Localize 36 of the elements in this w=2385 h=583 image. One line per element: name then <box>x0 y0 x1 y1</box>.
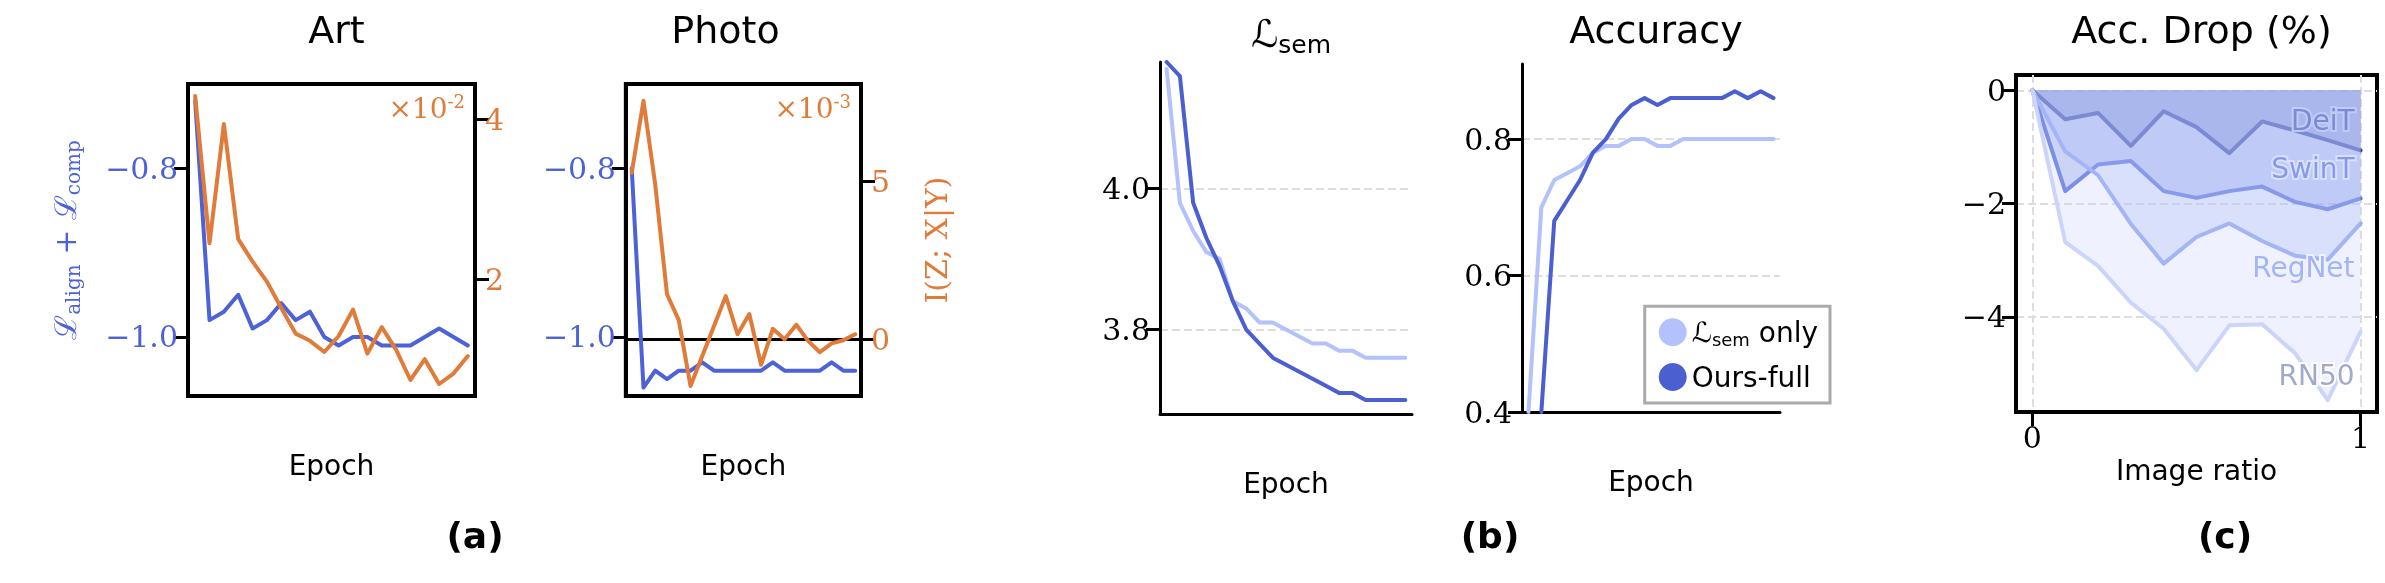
y-tick-label: 0 <box>1986 72 2006 108</box>
y-tick-label: −0.8 <box>542 150 616 186</box>
text: (a) <box>446 514 504 556</box>
y-tick-label: 0.4 <box>1464 394 1512 430</box>
y2-tick-label: 0 <box>871 321 891 357</box>
y-axis-title: ℒalign + ℒcomp <box>47 140 85 340</box>
x-axis-title: Epoch <box>1243 466 1329 500</box>
series-label: RN50 <box>2278 359 2355 393</box>
x-axis-title: Epoch <box>700 448 787 482</box>
line-series <box>629 166 858 390</box>
text: (b) <box>1460 514 1520 556</box>
chart-title: Acc. Drop (%) <box>2071 8 2332 52</box>
x-axis-title: Image ratio <box>2115 454 2278 488</box>
y-tick-label: 0.6 <box>1464 258 1512 294</box>
legend-label: Ours-full <box>1691 360 1811 394</box>
y-tick-label: −1.0 <box>105 319 178 355</box>
x-axis-title: Epoch <box>1608 464 1694 498</box>
y2-tick-label: 4 <box>485 101 505 137</box>
y2-tick-label: 2 <box>485 261 505 297</box>
y2-tick-label: 5 <box>871 164 891 200</box>
series-label: SwinT <box>2271 151 2356 185</box>
chart-title: Photo <box>671 8 780 52</box>
y2-axis-title: I(Z; X|Y) <box>918 176 954 304</box>
series-label: RegNet <box>2252 250 2355 284</box>
y-tick-label: 3.8 <box>1102 312 1150 348</box>
text: (c) <box>2197 514 2253 556</box>
y-tick-label: −2 <box>1961 186 2006 222</box>
x-axis-title: Epoch <box>288 448 375 482</box>
chart-title: Art <box>308 8 365 52</box>
y-tick-label: 0.8 <box>1464 121 1512 157</box>
y-tick-label: −1.0 <box>542 319 616 355</box>
x-tick-label: 1 <box>2351 419 2371 455</box>
y-tick-label: −0.8 <box>105 150 178 186</box>
y-tick-label: −4 <box>1961 299 2006 335</box>
y-tick-label: 4.0 <box>1102 171 1150 207</box>
chart-title: Accuracy <box>1569 8 1743 52</box>
